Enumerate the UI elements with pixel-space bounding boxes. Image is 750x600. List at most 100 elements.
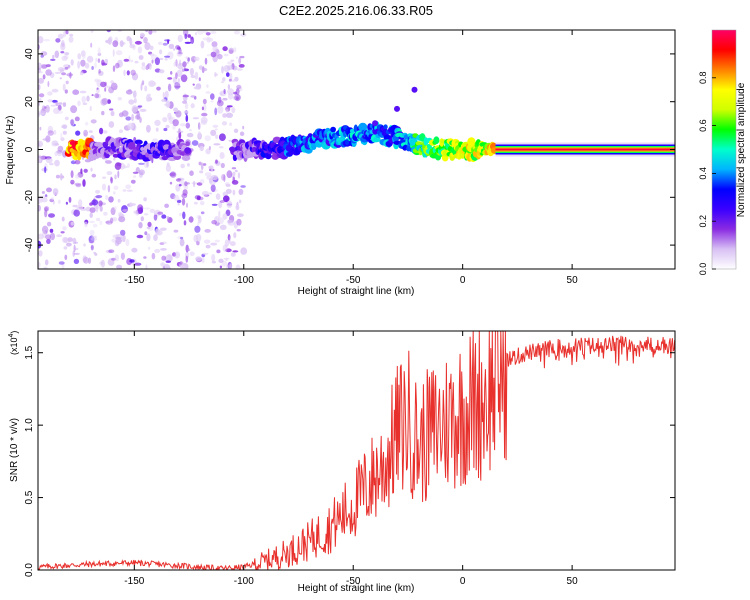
noise-speckle — [70, 119, 74, 126]
noise-speckle — [63, 30, 67, 37]
noise-speckle — [38, 140, 43, 148]
noise-speckle — [235, 56, 239, 59]
noise-speckle — [242, 250, 246, 254]
noise-speckle — [103, 211, 108, 216]
noise-speckle — [56, 110, 64, 114]
noise-speckle — [110, 110, 115, 117]
noise-speckle — [236, 229, 241, 232]
noise-speckle — [205, 148, 211, 155]
noise-speckle — [176, 199, 182, 203]
noise-speckle — [65, 201, 68, 205]
ridge-blob — [383, 124, 388, 130]
noise-speckle — [141, 65, 146, 71]
noise-speckle — [218, 146, 224, 149]
noise-speckle — [108, 86, 114, 94]
branch-point — [372, 120, 379, 127]
noise-speckle — [173, 229, 179, 233]
noise-speckle — [173, 194, 180, 201]
noise-speckle — [179, 238, 185, 247]
noise-speckle — [201, 112, 208, 117]
noise-speckle — [115, 50, 123, 56]
noise-speckle — [143, 37, 148, 44]
noise-speckle — [187, 57, 190, 62]
noise-speckle — [74, 241, 79, 244]
noise-speckle — [44, 166, 47, 174]
noise-speckle — [73, 209, 80, 217]
noise-speckle — [54, 151, 58, 157]
noise-speckle — [98, 69, 101, 74]
noise-speckle — [194, 56, 200, 62]
noise-speckle — [155, 228, 161, 236]
noise-speckle — [76, 205, 83, 211]
noise-speckle — [227, 88, 235, 96]
noise-speckle — [200, 211, 205, 215]
noise-speckle — [108, 249, 115, 253]
noise-speckle — [98, 70, 104, 76]
x-tick-label: 50 — [567, 576, 579, 587]
noise-speckle — [47, 125, 54, 134]
noise-speckle — [42, 138, 50, 141]
noise-speckle — [90, 237, 98, 241]
ridge-blob — [134, 139, 143, 145]
noise-speckle — [115, 62, 120, 69]
x-tick-label: -50 — [346, 576, 361, 587]
noise-speckle — [144, 85, 148, 92]
noise-speckle — [137, 204, 144, 213]
noise-speckle — [215, 134, 219, 140]
noise-speckle — [226, 200, 233, 208]
noise-speckle — [196, 240, 200, 246]
noise-speckle — [91, 235, 98, 238]
noise-speckle — [81, 96, 86, 103]
noise-speckle — [184, 102, 189, 110]
noise-speckle — [38, 93, 45, 98]
noise-speckle — [223, 174, 226, 182]
noise-speckle — [202, 98, 207, 105]
noise-speckle — [215, 193, 221, 200]
noise-speckle — [201, 106, 204, 111]
noise-speckle — [74, 182, 82, 186]
noise-speckle — [161, 241, 167, 245]
noise-speckle — [238, 199, 242, 204]
noise-speckle — [88, 240, 95, 244]
noise-speckle — [83, 129, 88, 137]
noise-speckle — [167, 112, 172, 120]
noise-speckle — [220, 92, 223, 96]
noise-speckle — [151, 59, 154, 64]
noise-speckle — [60, 51, 65, 54]
noise-speckle — [236, 84, 242, 90]
noise-speckle — [197, 131, 202, 139]
noise-speckle — [62, 124, 68, 130]
noise-speckle — [202, 67, 208, 72]
noise-speckle — [176, 69, 183, 77]
noise-speckle — [130, 38, 133, 46]
noise-speckle — [59, 77, 62, 80]
noise-speckle — [162, 91, 165, 100]
noise-speckle — [242, 125, 245, 130]
noise-speckle — [199, 170, 204, 174]
noise-speckle — [237, 213, 244, 217]
noise-speckle — [75, 174, 80, 179]
noise-speckle — [44, 259, 49, 266]
noise-speckle — [225, 258, 228, 262]
noise-speckle — [233, 232, 237, 239]
noise-speckle — [57, 66, 65, 72]
snr-y-ticks: 0.0 0.5 1.0 1.5 — [24, 345, 675, 577]
noise-speckle — [212, 124, 219, 128]
noise-speckle — [38, 110, 41, 117]
noise-speckle — [155, 127, 159, 132]
noise-speckle — [226, 72, 230, 77]
noise-speckle — [202, 252, 209, 256]
noise-speckle — [61, 262, 65, 269]
ridge-blob — [373, 136, 381, 143]
noise-speckle — [218, 210, 221, 218]
noise-speckle — [230, 252, 236, 257]
snr-multiplier-close: ) — [9, 331, 19, 334]
noise-speckle — [223, 89, 226, 94]
noise-speckle — [41, 230, 47, 239]
noise-speckle — [68, 36, 74, 43]
noise-speckle — [43, 106, 47, 109]
noise-speckle — [139, 108, 147, 112]
y-tick-label: 20 — [24, 96, 35, 108]
noise-speckle — [158, 41, 163, 45]
noise-speckle — [116, 264, 123, 269]
